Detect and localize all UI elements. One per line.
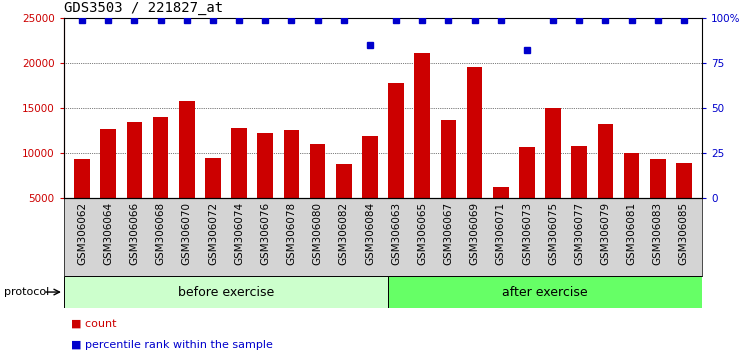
Bar: [519, 147, 535, 244]
Text: GSM306076: GSM306076: [261, 202, 270, 265]
Bar: [493, 187, 508, 244]
Bar: [650, 159, 665, 244]
Bar: [598, 124, 614, 244]
Text: GSM306065: GSM306065: [418, 202, 427, 265]
Text: GSM306077: GSM306077: [575, 202, 584, 265]
Bar: [362, 136, 378, 244]
Bar: [466, 67, 482, 244]
Text: GSM306063: GSM306063: [391, 202, 401, 265]
Bar: [545, 108, 561, 244]
Bar: [74, 159, 90, 244]
Bar: [336, 164, 351, 244]
Text: ■ count: ■ count: [71, 319, 117, 329]
Bar: [258, 133, 273, 244]
Text: GSM306069: GSM306069: [469, 202, 480, 265]
Text: GSM306078: GSM306078: [286, 202, 297, 265]
Text: GSM306073: GSM306073: [522, 202, 532, 265]
Bar: [284, 130, 300, 244]
Text: GSM306083: GSM306083: [653, 202, 662, 265]
Bar: [179, 101, 195, 244]
Text: ■ percentile rank within the sample: ■ percentile rank within the sample: [71, 340, 273, 350]
Text: GSM306085: GSM306085: [679, 202, 689, 265]
Bar: [101, 129, 116, 244]
Bar: [231, 128, 247, 244]
Text: GSM306082: GSM306082: [339, 202, 348, 265]
Bar: [572, 146, 587, 244]
Bar: [441, 120, 457, 244]
Text: GSM306075: GSM306075: [548, 202, 558, 265]
Bar: [205, 158, 221, 244]
Bar: [676, 163, 692, 244]
Text: GSM306080: GSM306080: [312, 202, 323, 265]
Text: GSM306081: GSM306081: [626, 202, 637, 265]
Text: protocol: protocol: [4, 287, 49, 297]
Text: GSM306066: GSM306066: [129, 202, 140, 265]
Text: GSM306084: GSM306084: [365, 202, 375, 265]
Bar: [388, 83, 404, 244]
Text: before exercise: before exercise: [178, 286, 274, 298]
Bar: [415, 53, 430, 244]
Bar: [623, 153, 639, 244]
Text: GSM306070: GSM306070: [182, 202, 192, 265]
Bar: [152, 117, 168, 244]
Bar: [388, 276, 702, 308]
Text: GSM306062: GSM306062: [77, 202, 87, 265]
Text: GDS3503 / 221827_at: GDS3503 / 221827_at: [64, 1, 223, 15]
Text: GSM306067: GSM306067: [443, 202, 454, 265]
Text: GSM306068: GSM306068: [155, 202, 166, 265]
Text: GSM306071: GSM306071: [496, 202, 505, 265]
Bar: [309, 144, 325, 244]
Text: GSM306074: GSM306074: [234, 202, 244, 265]
Text: after exercise: after exercise: [502, 286, 588, 298]
Text: GSM306079: GSM306079: [600, 202, 611, 265]
Text: GSM306064: GSM306064: [104, 202, 113, 265]
Bar: [127, 121, 143, 244]
Text: GSM306072: GSM306072: [208, 202, 218, 265]
Bar: [64, 276, 388, 308]
